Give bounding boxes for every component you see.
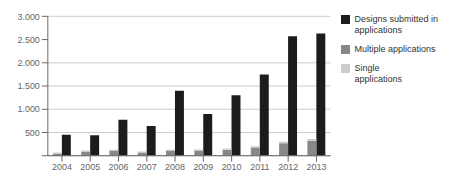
html-text:Multiple applications: Multiple applications <box>354 44 436 54</box>
svg-text:2008: 2008 <box>165 162 185 172</box>
html-text:Single applications: Single applications <box>354 63 403 84</box>
svg-text:2010: 2010 <box>222 162 242 172</box>
svg-text:2005: 2005 <box>80 162 100 172</box>
svg-text:2.000: 2.000 <box>17 58 39 68</box>
svg-text:1.000: 1.000 <box>17 104 39 114</box>
svg-text:1.500: 1.500 <box>17 81 39 91</box>
svg-text:2009: 2009 <box>193 162 213 172</box>
svg-text:2.500: 2.500 <box>17 35 39 45</box>
svg-text:3.000: 3.000 <box>17 12 39 22</box>
svg-text:2012: 2012 <box>278 162 298 172</box>
html-text:Designs submitted in applicati: Designs submitted in applications <box>354 14 439 35</box>
svg-text:2013: 2013 <box>306 162 326 172</box>
svg-text:2006: 2006 <box>109 162 129 172</box>
svg-text:2004: 2004 <box>52 162 72 172</box>
svg-text:2011: 2011 <box>250 162 269 172</box>
svg-text:500: 500 <box>25 128 40 138</box>
svg-text:2007: 2007 <box>137 162 157 172</box>
